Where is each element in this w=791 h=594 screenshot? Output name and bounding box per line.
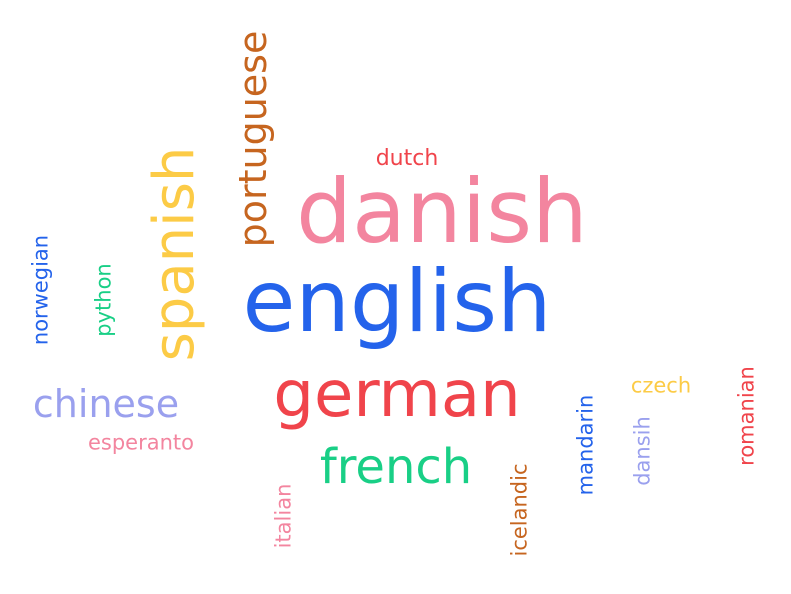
word-romanian: romanian (734, 366, 759, 466)
word-chinese: chinese (32, 382, 180, 426)
word-mandarin: mandarin (573, 394, 598, 496)
word-dutch: dutch (375, 146, 439, 171)
word-dansih: dansih (630, 416, 655, 486)
word-czech: czech (630, 373, 692, 398)
word-english: english (242, 252, 552, 352)
word-norwegian: norwegian (28, 234, 53, 346)
word-portuguese: portuguese (231, 30, 275, 248)
word-danish: danish (296, 160, 588, 263)
word-icelandic: icelandic (507, 463, 532, 557)
word-esperanto: esperanto (87, 430, 195, 455)
word-italian: italian (271, 483, 296, 549)
word-french: french (319, 439, 473, 495)
word-python: python (91, 263, 116, 337)
word-german: german (273, 358, 521, 432)
word-spanish: spanish (142, 146, 207, 362)
